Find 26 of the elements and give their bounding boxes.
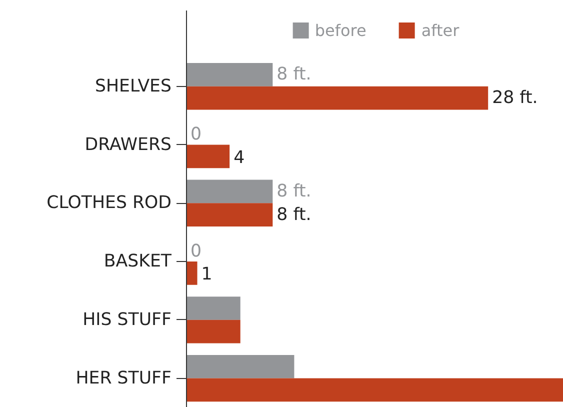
- y-tick-label: HIS STUFF: [82, 310, 172, 330]
- bar: [186, 296, 240, 320]
- bar: [186, 378, 563, 402]
- bar: [186, 354, 294, 378]
- bar: [186, 320, 240, 344]
- data-label: 8 ft.: [276, 64, 312, 85]
- bar: [186, 63, 273, 86]
- y-tick-label: SHELVES: [94, 76, 172, 96]
- data-label: 8 ft.: [276, 204, 312, 225]
- legend-label: after: [421, 20, 460, 40]
- data-label: 8 ft.: [276, 181, 312, 202]
- data-label: 1: [201, 264, 212, 285]
- y-tick-label: DRAWERS: [84, 134, 172, 155]
- y-tick-label: CLOTHES ROD: [46, 193, 172, 214]
- bar: [186, 203, 273, 227]
- y-tick-label: BASKET: [104, 252, 172, 272]
- y-tick-label: HER STUFF: [76, 368, 172, 388]
- bar: [186, 86, 488, 110]
- data-label: 28 ft.: [492, 88, 538, 108]
- bar: [186, 180, 273, 204]
- data-label: 0: [190, 124, 202, 145]
- data-label: 0: [190, 241, 202, 262]
- bar: [186, 144, 230, 168]
- data-label: 4: [234, 148, 245, 168]
- bar: [186, 262, 198, 285]
- legend-label: before: [314, 20, 366, 40]
